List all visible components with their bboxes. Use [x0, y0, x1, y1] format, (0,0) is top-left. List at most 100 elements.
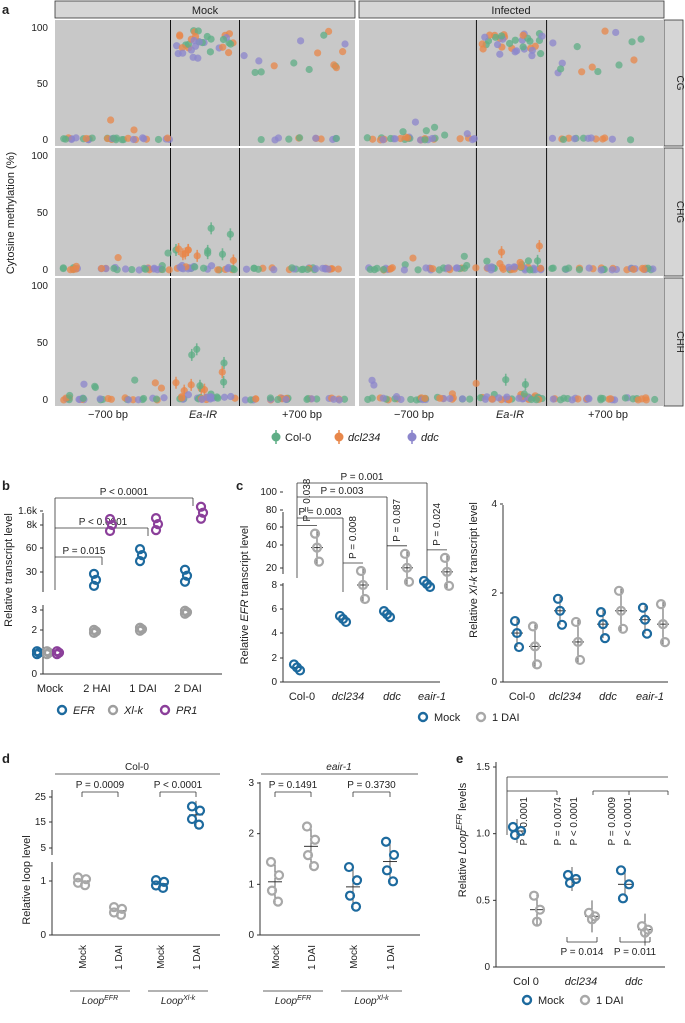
a-point-col0	[520, 390, 528, 398]
e-legend-1dai-marker	[579, 994, 591, 1006]
c2-point-dai-0	[531, 659, 543, 670]
c2-point-mock-0	[511, 627, 523, 639]
a-point-col0	[204, 249, 212, 257]
panel-letter-a: a	[2, 2, 10, 17]
a-point-dcl234	[176, 32, 184, 40]
a-point-col0	[257, 135, 265, 144]
d-xtick-0-3: 1 DAI	[192, 945, 203, 970]
e-legend-mock-label: Mock	[538, 995, 565, 1007]
a-point-ddc	[129, 135, 138, 144]
d-point-eair1-1	[309, 834, 321, 845]
e-point-mock-0	[509, 829, 521, 841]
c2-ytick-2: 2	[491, 588, 497, 599]
a-point-ddc	[612, 28, 620, 37]
a-point-ddc	[179, 49, 187, 57]
a-point-col0	[597, 394, 605, 402]
c2-point-mock-3	[637, 602, 649, 613]
d-point-eair1-2	[344, 890, 356, 901]
a-point-col0	[521, 380, 530, 389]
legend-ddc-label: ddc	[421, 432, 439, 444]
b-point-PR1-3	[195, 513, 207, 524]
legend-dcl234-label: dcl234	[348, 432, 380, 444]
a-point-col0	[511, 36, 519, 44]
c-point-mock-1	[340, 616, 352, 628]
a-point-ddc	[184, 391, 193, 399]
c2-xtick-1: dcl234	[549, 691, 581, 703]
d-point-col0-1	[115, 909, 127, 921]
a-point-ddc	[194, 54, 202, 62]
a-point-ddc	[187, 46, 195, 54]
e-ylabel-post: levels	[457, 782, 469, 814]
a-ytick-CHH-0: 0	[42, 395, 48, 406]
b-point-PR1-2	[150, 525, 162, 536]
a-point-col0	[154, 135, 163, 144]
a-point-col0	[626, 136, 635, 144]
a-point-col0	[320, 31, 328, 39]
b-point-Xl-k-3	[179, 608, 191, 619]
a-point-dcl234	[517, 263, 525, 271]
a-point-ddc	[241, 396, 250, 404]
a-point-dcl234	[409, 254, 417, 262]
a-point-dcl234	[606, 395, 615, 403]
c-point-dai-3	[441, 566, 453, 577]
e-point-mock-2	[617, 893, 629, 904]
c2-ytick-4: 4	[491, 499, 497, 510]
a-point-col0	[637, 35, 645, 43]
d-point-col0-3	[186, 801, 198, 812]
facet-Infected-CHG	[359, 148, 664, 276]
a-point-ddc	[549, 395, 557, 403]
facet-Mock-CHG	[55, 148, 355, 276]
a-point-ddc	[538, 32, 546, 40]
strip-mock	[54, 0, 356, 19]
panel-b-ylabel: Relative transcript level	[3, 513, 15, 627]
panel-c-significance: P = 0.001 P = 0.003 P = 0.003 P = 0.038 P…	[296, 472, 447, 592]
panel-a-facets	[55, 20, 664, 406]
c2-point-mock-1	[556, 619, 568, 630]
a-ytick-CHG-100: 100	[31, 151, 48, 162]
d-xtick-1-0: Mock	[271, 944, 282, 969]
a-point-ddc	[531, 266, 539, 274]
facet-Infected-CG	[359, 20, 664, 146]
e-point-dai-0	[531, 916, 543, 927]
c-pvalue-within-3: P = 0.024	[432, 503, 443, 546]
c2-point-mock-3	[639, 614, 651, 625]
a-point-ddc	[505, 263, 513, 271]
d-point-eair1-1	[308, 861, 320, 872]
a-point-ddc	[160, 394, 168, 402]
c2-xtick-3: eair-1	[636, 691, 664, 703]
a-point-dcl234	[224, 48, 233, 57]
panel-b-points	[31, 501, 209, 660]
a-point-col0	[463, 261, 471, 270]
a-point-col0	[141, 265, 150, 273]
e-pvalue-top-1: P = 0.0074	[553, 797, 564, 846]
d-point-eair1-3	[381, 865, 393, 876]
a-point-ddc	[493, 40, 502, 49]
a-point-dcl234	[472, 264, 480, 272]
panel-b-significance: P < 0.0001 P < 0.0001 P = 0.015	[54, 487, 194, 590]
facet-Infected-CHH	[359, 278, 664, 406]
a-point-dcl234	[165, 266, 173, 274]
panel-a-legend: Col-0 dcl234 ddc	[271, 430, 439, 444]
b-point-EFR-2	[134, 556, 146, 567]
a-point-col0	[414, 266, 422, 274]
legend-efr-label: EFR	[73, 705, 95, 717]
d-point-col0-1	[116, 903, 128, 915]
a-point-ddc	[392, 393, 401, 401]
a-point-col0	[313, 395, 321, 403]
a-point-ddc	[80, 380, 88, 388]
d-loop-base: Loop	[275, 996, 298, 1007]
b-point-EFR-2	[136, 550, 148, 561]
b-pvalue-2hai: P = 0.015	[63, 546, 106, 557]
a-point-col0	[422, 127, 430, 135]
a-point-dcl234	[130, 126, 138, 134]
a-point-dcl234	[214, 266, 222, 274]
a-xtick-inf-eair: Ea-IR	[496, 409, 524, 421]
panel-c-efr-points	[288, 528, 455, 676]
a-point-col0	[203, 32, 211, 41]
a-point-ddc	[510, 263, 518, 271]
panel-letter-b: b	[2, 478, 10, 493]
panel-letter-c: c	[236, 478, 243, 493]
e-point-mock-0	[507, 821, 519, 833]
a-point-ddc	[379, 394, 387, 402]
panel-b-transcripts: Relative transcript level 012330608k1.6k…	[3, 487, 222, 717]
